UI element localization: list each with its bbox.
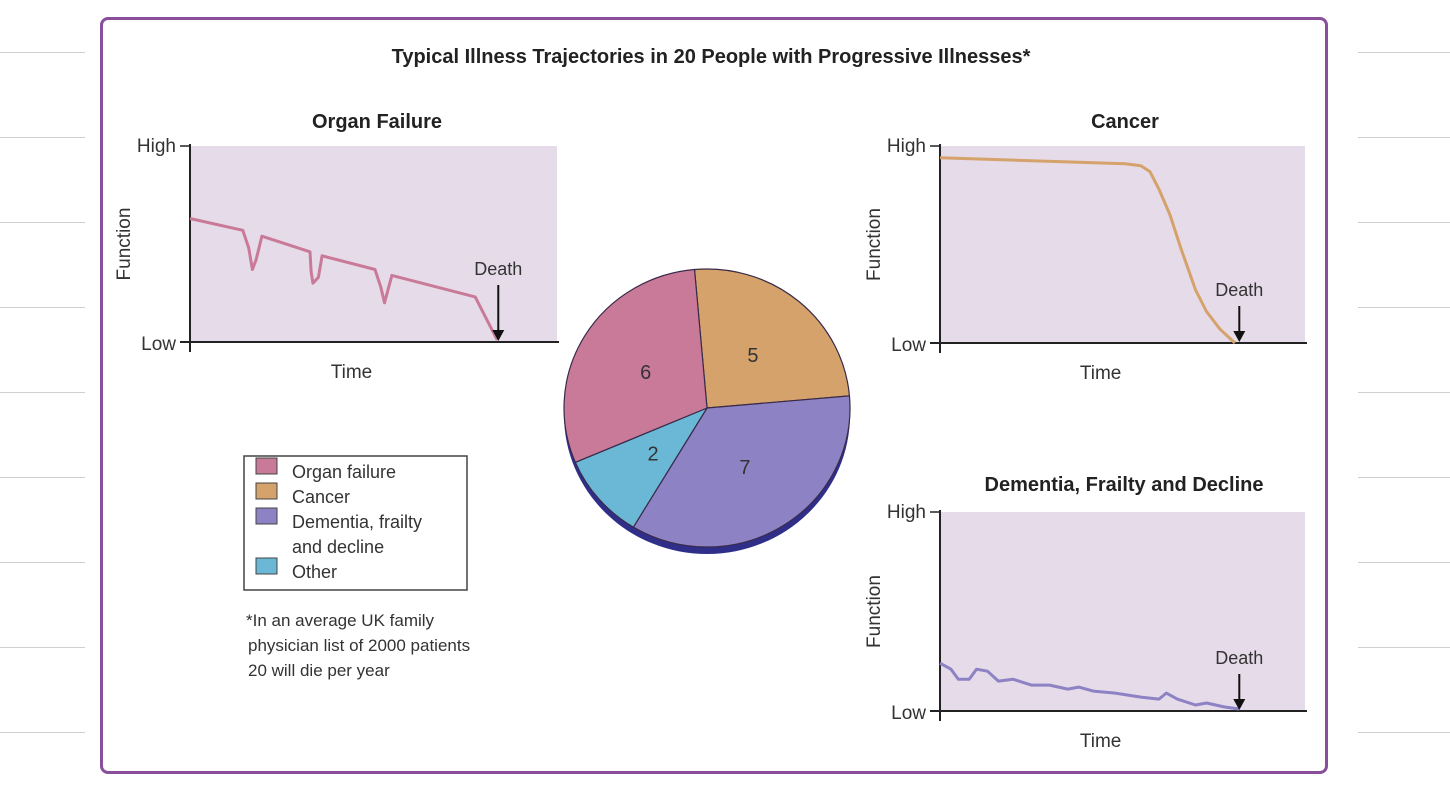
ruled-line <box>1358 647 1450 648</box>
trajectory-line <box>939 156 1236 345</box>
pie-slice-label: 2 <box>647 444 658 466</box>
ruled-line <box>1358 562 1450 563</box>
ruled-line <box>0 137 85 138</box>
ruled-line <box>1358 392 1450 393</box>
pie-slice-label: 6 <box>640 362 651 384</box>
ruled-line <box>1358 307 1450 308</box>
y-tick-label: High <box>887 136 926 157</box>
chart-title: Organ Failure <box>312 111 442 133</box>
chart-title: Cancer <box>1091 111 1159 133</box>
legend-box <box>243 455 468 591</box>
trajectory-line <box>189 217 499 341</box>
ruled-line <box>0 477 85 478</box>
ruled-line <box>1358 52 1450 53</box>
ruled-line <box>1358 477 1450 478</box>
line-chart-0: Organ Failure High Low Time Function Death <box>114 111 559 383</box>
death-arrowhead <box>1233 699 1246 710</box>
x-axis-label: Time <box>1080 363 1122 384</box>
line-chart-2: Dementia, Frailty and Decline High Low Time… <box>864 474 1307 752</box>
pie-slice <box>574 406 709 528</box>
death-label: Death <box>474 259 522 279</box>
death-label: Death <box>1215 280 1263 300</box>
footnote-line: *In an average UK family <box>246 611 435 630</box>
ruled-line <box>0 52 85 53</box>
chart-title: Dementia, Frailty and Decline <box>985 474 1264 496</box>
legend-label: Other <box>292 562 337 582</box>
plot-area <box>940 512 1305 711</box>
footnote-line: 20 will die per year <box>248 661 390 680</box>
death-arrowhead <box>1233 331 1246 342</box>
pie-slice <box>693 268 851 409</box>
pie-chart: 5 7 2 6 <box>563 268 851 554</box>
ruled-line <box>0 307 85 308</box>
y-axis-label: Function <box>114 208 135 281</box>
legend-swatch <box>255 482 278 500</box>
y-axis-label: Function <box>864 575 885 648</box>
pie-slice-label: 5 <box>747 345 758 367</box>
footnote-line: physician list of 2000 patients <box>248 636 470 655</box>
figure-title: Typical Illness Trajectories in 20 Peopl… <box>392 46 1031 68</box>
line-chart-1: Cancer High Low Time Function Death <box>864 111 1307 384</box>
ruled-line <box>0 222 85 223</box>
ruled-line <box>1358 222 1450 223</box>
legend: Organ failure Cancer Dementia, frailty and … <box>243 455 468 591</box>
ruled-line <box>0 732 85 733</box>
legend-label: and decline <box>292 537 384 557</box>
ruled-line <box>0 562 85 563</box>
plot-area <box>940 146 1305 343</box>
legend-label: Cancer <box>292 487 350 507</box>
legend-swatch <box>255 557 278 575</box>
pie-slice <box>632 395 851 548</box>
x-axis-label: Time <box>331 362 373 383</box>
pie-slice-label: 7 <box>739 457 750 479</box>
ruled-line <box>0 392 85 393</box>
y-tick-label: Low <box>891 335 926 356</box>
trajectory-line <box>939 661 1240 711</box>
death-label: Death <box>1215 648 1263 668</box>
ruled-line <box>1358 732 1450 733</box>
ruled-line <box>0 647 85 648</box>
y-tick-label: High <box>137 136 176 157</box>
y-tick-label: Low <box>141 334 176 355</box>
y-tick-label: Low <box>891 703 926 724</box>
y-tick-label: High <box>887 502 926 523</box>
plot-area <box>190 146 557 342</box>
x-axis-label: Time <box>1080 731 1122 752</box>
legend-swatch <box>255 457 278 475</box>
ruled-line <box>1358 137 1450 138</box>
pie-slice <box>563 268 708 464</box>
y-axis-label: Function <box>864 208 885 281</box>
footnote: *In an average UK family physician list … <box>246 611 470 680</box>
legend-swatch <box>255 507 278 525</box>
death-arrowhead <box>492 330 505 341</box>
legend-label: Organ failure <box>292 462 396 482</box>
legend-label: Dementia, frailty <box>292 512 422 532</box>
